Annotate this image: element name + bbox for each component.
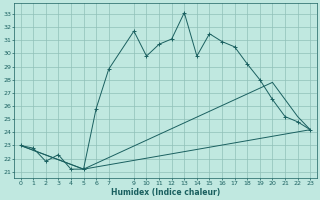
X-axis label: Humidex (Indice chaleur): Humidex (Indice chaleur)	[111, 188, 220, 197]
